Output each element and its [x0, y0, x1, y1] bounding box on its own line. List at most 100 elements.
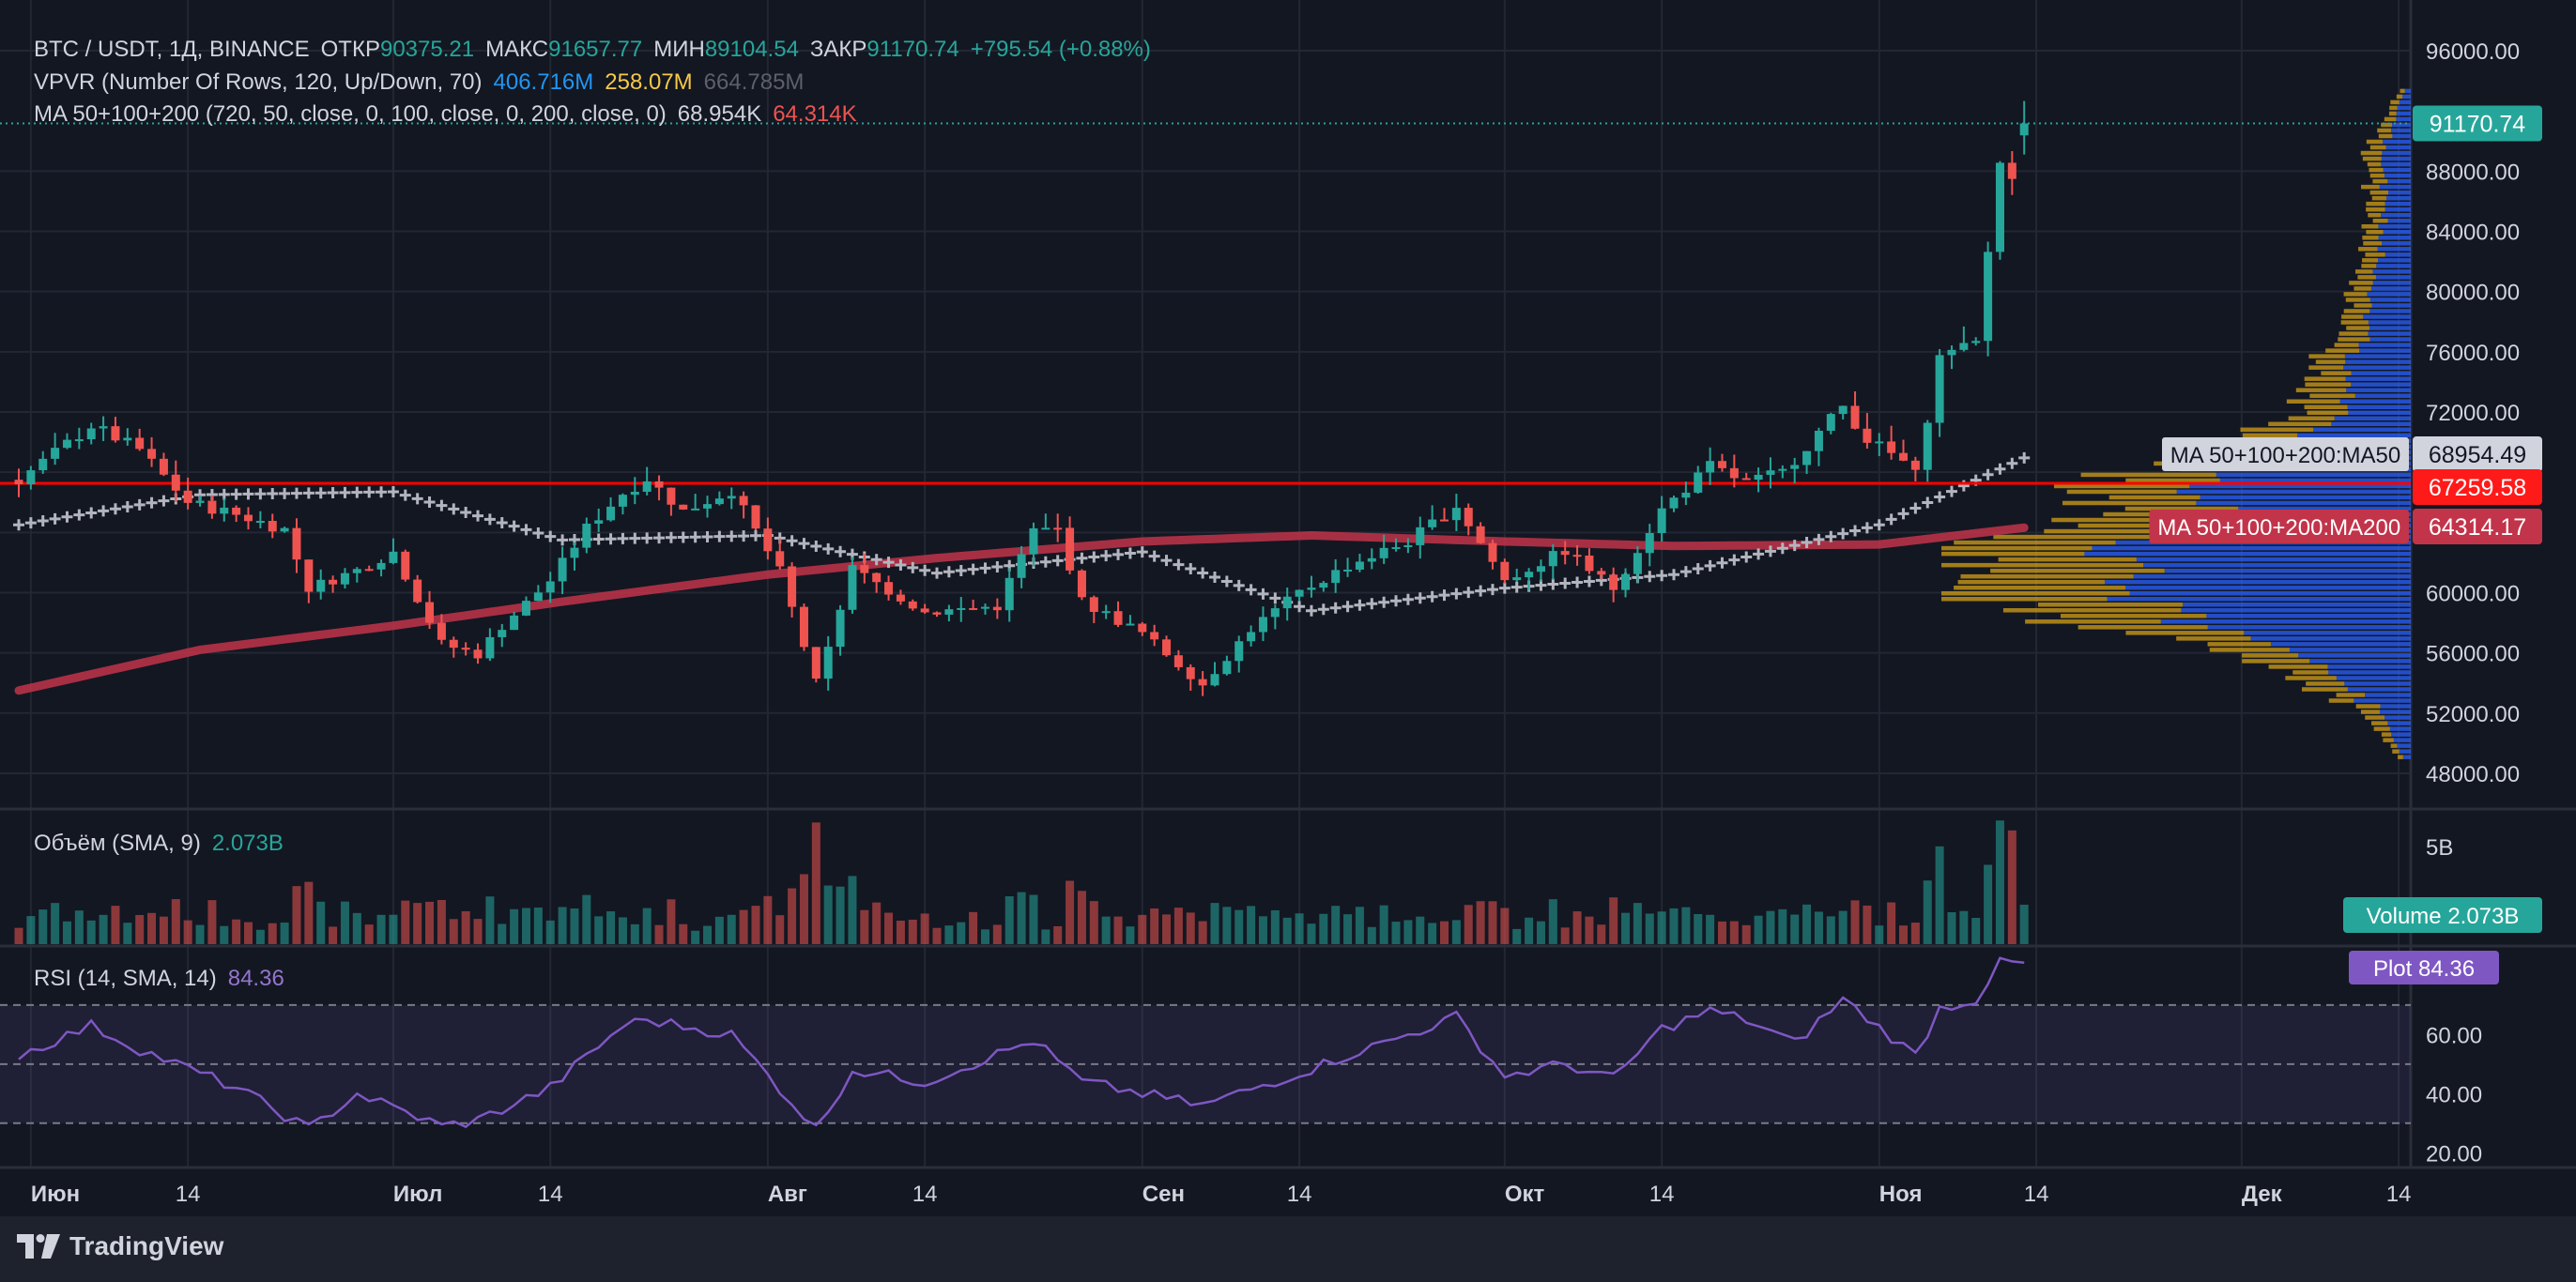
volume-bar — [1428, 923, 1437, 944]
volume-bar — [1488, 901, 1497, 944]
candle-body — [268, 521, 277, 532]
candle-body — [1066, 527, 1075, 571]
ma50-cross — [1185, 563, 1197, 575]
price-tick-label: 88000.00 — [2426, 160, 2520, 185]
ma50-cross — [218, 488, 230, 500]
vpvr-down-row — [2365, 252, 2385, 257]
volume-bar — [860, 909, 869, 944]
ma50-cross — [1124, 547, 1136, 559]
ma50-cross — [931, 567, 943, 579]
horizontal-line[interactable] — [0, 122, 2411, 485]
volume-legend[interactable]: Объём (SMA, 9) 2.073B — [34, 830, 295, 858]
candle-body — [1754, 474, 1763, 481]
vpvr-down-row — [2398, 755, 2403, 759]
ma50-cross — [1294, 601, 1306, 613]
vpvr-up-row — [2160, 619, 2411, 624]
rsi-legend[interactable]: RSI (14, SMA, 14) 84.36 — [34, 965, 296, 993]
candlesticks[interactable] — [14, 100, 2029, 696]
rsi-tag: Plot 84.36 — [2373, 956, 2475, 982]
vpvr-down-row — [2366, 139, 2384, 145]
vpvr-down-row — [2354, 303, 2372, 308]
candle-body — [1355, 561, 1364, 570]
volume-bar — [14, 927, 23, 944]
ma50-cross — [1873, 519, 1885, 531]
ma50-cross — [919, 564, 931, 576]
candle-body — [2019, 123, 2029, 136]
ma50-cross — [1740, 551, 1753, 563]
vpvr-down-row — [2306, 681, 2345, 686]
vpvr-down-row — [2080, 472, 2216, 478]
candle-body — [1319, 583, 1328, 588]
volume-bar — [1923, 880, 1932, 944]
vpvr-up-row — [2345, 359, 2411, 364]
vpvr-up-row — [2298, 653, 2411, 658]
ma50-cross — [1269, 592, 1281, 604]
candle-body — [691, 508, 700, 511]
vpvr-up-row — [2382, 241, 2411, 246]
candle-body — [1838, 405, 1848, 415]
vpvr-down-row — [2363, 241, 2383, 246]
vpvr-down-row — [2361, 184, 2380, 190]
volume-bar — [1150, 908, 1159, 944]
vpvr-down-row — [2037, 603, 2184, 607]
volume-bar — [836, 886, 845, 944]
candle-body — [1910, 460, 1920, 470]
vpvr-up-row — [2196, 500, 2411, 506]
candle-body — [86, 428, 96, 440]
vpvr-down-row — [2389, 105, 2398, 111]
volume-bar — [884, 912, 894, 944]
candle-body — [558, 557, 567, 582]
candle-body — [654, 481, 664, 488]
vpvr-down-row — [2367, 161, 2382, 167]
vpvr-up-row — [2384, 252, 2411, 257]
volume-bar — [944, 925, 954, 944]
ma50-cross — [605, 533, 617, 545]
open-value: 90375.21 — [379, 37, 475, 62]
ma50-cross — [1801, 536, 1813, 548]
ma50-line — [13, 451, 2031, 617]
volume-bar — [1766, 910, 1775, 944]
ma50-cross — [1716, 557, 1728, 569]
ma50-cross — [496, 517, 508, 529]
vpvr-down-row — [2321, 371, 2352, 375]
vpvr-up-row — [2289, 648, 2411, 652]
volume-bar — [244, 922, 253, 944]
symbol-name[interactable]: BTC / USDT, 1Д, BINANCE — [34, 37, 310, 62]
vpvr-down-row — [2371, 721, 2388, 725]
ma50-cross — [1378, 596, 1390, 608]
volume-bar — [1633, 903, 1642, 944]
ma-legend[interactable]: MA 50+100+200 (720, 50, close, 0, 100, c… — [34, 100, 868, 129]
volume-bar — [1089, 901, 1098, 944]
vpvr-legend[interactable]: VPVR (Number Of Rows, 120, Up/Down, 70) 4… — [34, 69, 815, 97]
candle-body — [1101, 611, 1111, 614]
candle-body — [1971, 341, 1981, 343]
volume-bar — [340, 901, 349, 944]
vpvr-up-row — [2250, 636, 2411, 641]
vpvr-up-row — [2396, 111, 2411, 116]
volume-bar — [1935, 846, 1944, 944]
vpvr-up-row — [2369, 309, 2411, 313]
vpvr-up-row — [2270, 642, 2411, 647]
volume-bar — [1959, 910, 1969, 944]
vpvr-up-row — [2387, 721, 2411, 725]
candle-body — [1802, 450, 1812, 465]
volume-bar — [1162, 914, 1172, 944]
candle-body — [304, 559, 314, 592]
ma50-cross — [1945, 485, 1957, 497]
volume-bar — [1802, 904, 1812, 944]
volume-bar — [848, 876, 857, 944]
candle-body — [1887, 441, 1896, 453]
tradingview-logo[interactable]: TradingView — [17, 1228, 223, 1265]
ma50-cross — [713, 530, 726, 542]
vpvr-up-row — [2392, 133, 2411, 139]
candle-body — [316, 579, 326, 592]
ma50-cross — [1257, 588, 1269, 600]
volume-bar — [38, 909, 48, 944]
volume-bar — [135, 914, 145, 944]
ma50-cross — [882, 557, 895, 569]
vpvr-down-row — [2309, 393, 2355, 398]
candle-body — [1126, 623, 1135, 626]
ma50-cross — [979, 562, 991, 574]
candle-body — [957, 607, 966, 610]
